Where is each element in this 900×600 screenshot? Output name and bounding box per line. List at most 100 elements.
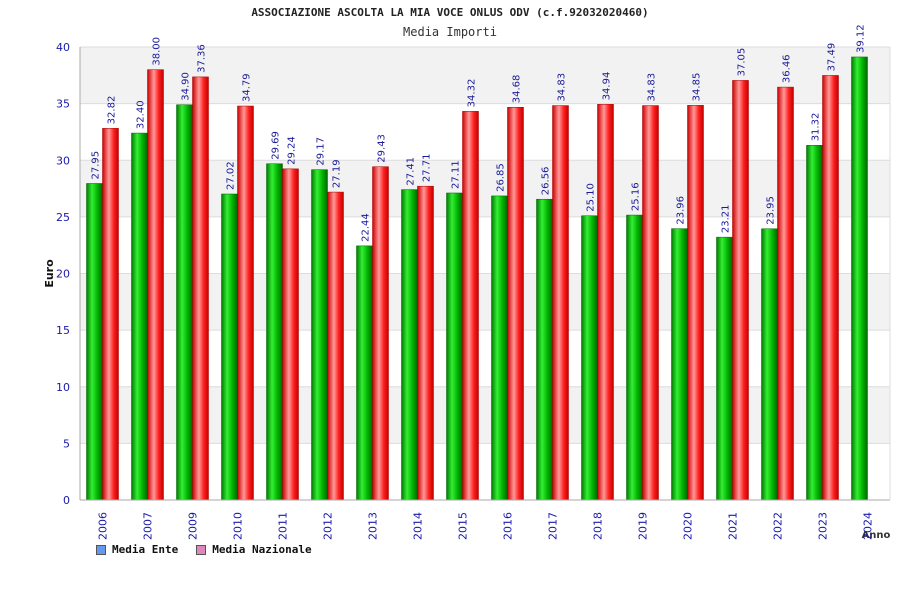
x-tick-label: 2010 — [232, 512, 245, 540]
bar-media-nazionale-2020 — [687, 105, 704, 501]
x-axis-title: Anno — [862, 530, 891, 541]
data-label: 25.16 — [631, 182, 642, 211]
x-tick-label: 2024 — [862, 512, 875, 540]
data-label: 34.79 — [242, 73, 253, 102]
x-tick-label: 2007 — [142, 512, 155, 540]
data-label: 37.36 — [197, 44, 208, 73]
bar-media-ente-2013 — [356, 245, 373, 501]
legend-label-media-nazionale: Media Nazionale — [212, 543, 312, 556]
data-label: 29.24 — [287, 136, 298, 165]
chart-title: ASSOCIAZIONE ASCOLTA LA MIA VOCE ONLUS O… — [251, 6, 649, 19]
data-label: 34.94 — [602, 72, 613, 101]
data-label: 29.17 — [316, 137, 327, 166]
bar-media-ente-2007 — [131, 132, 148, 501]
x-tick-label: 2017 — [547, 512, 560, 540]
data-label: 27.19 — [332, 159, 343, 188]
grid-band — [80, 47, 890, 104]
legend-item-media-ente: Media Ente — [96, 543, 178, 556]
y-tick-label: 25 — [56, 211, 70, 224]
data-label: 27.02 — [226, 161, 237, 190]
bar-media-nazionale-2006 — [102, 128, 119, 501]
grid-band — [80, 273, 890, 331]
bar-media-ente-2006 — [86, 183, 103, 501]
x-tick-label: 2019 — [637, 512, 650, 540]
y-tick-label: 20 — [56, 268, 70, 281]
data-label: 34.83 — [647, 73, 658, 102]
data-label: 27.95 — [91, 151, 102, 180]
grid-band — [80, 386, 890, 444]
grid-band — [80, 330, 890, 387]
x-tick-label: 2012 — [322, 512, 335, 540]
bar-media-nazionale-2015 — [462, 111, 479, 501]
bar-media-ente-2010 — [221, 193, 238, 501]
data-label: 34.83 — [557, 73, 568, 102]
data-label: 34.68 — [512, 75, 523, 104]
legend-swatch-media-nazionale — [196, 544, 207, 555]
y-tick-label: 40 — [56, 41, 70, 54]
x-tick-label: 2016 — [502, 512, 515, 540]
bar-media-ente-2022 — [761, 228, 778, 501]
bar-media-nazionale-2007 — [147, 69, 164, 501]
data-label: 23.96 — [676, 196, 687, 225]
bar-media-ente-2024 — [851, 56, 868, 501]
x-tick-label: 2023 — [817, 512, 830, 540]
data-label: 36.46 — [782, 54, 793, 83]
data-label: 27.41 — [406, 157, 417, 186]
legend-item-media-nazionale: Media Nazionale — [196, 543, 312, 556]
bar-media-nazionale-2014 — [417, 185, 434, 501]
data-label: 38.00 — [152, 37, 163, 66]
data-label: 39.12 — [856, 24, 867, 53]
bar-media-ente-2019 — [626, 214, 643, 501]
y-tick-label: 15 — [56, 324, 70, 337]
y-tick-label: 35 — [56, 98, 70, 111]
bar-media-nazionale-2012 — [327, 191, 344, 501]
bar-media-ente-2015 — [446, 192, 463, 501]
x-tick-label: 2009 — [187, 512, 200, 540]
x-tick-label: 2018 — [592, 512, 605, 540]
grid-band — [80, 216, 890, 274]
bar-media-ente-2014 — [401, 189, 418, 501]
data-label: 29.69 — [271, 131, 282, 160]
grid-band — [80, 443, 890, 500]
y-tick-label: 10 — [56, 381, 70, 394]
bar-media-nazionale-2019 — [642, 105, 659, 501]
legend-swatch-media-ente — [96, 544, 106, 555]
data-label: 34.32 — [467, 79, 478, 108]
data-label: 29.43 — [377, 134, 388, 163]
x-tick-label: 2011 — [277, 512, 290, 540]
x-tick-label: 2015 — [457, 512, 470, 540]
data-label: 23.95 — [766, 196, 777, 225]
bar-media-nazionale-2013 — [372, 166, 389, 501]
bar-media-ente-2011 — [266, 163, 283, 501]
x-tick-label: 2022 — [772, 512, 785, 540]
y-axis-title: Euro — [43, 259, 56, 288]
y-tick-label: 0 — [63, 494, 70, 507]
bar-media-nazionale-2021 — [732, 80, 749, 501]
data-label: 26.56 — [541, 167, 552, 196]
x-tick-label: 2013 — [367, 512, 380, 540]
data-label: 26.85 — [496, 163, 507, 192]
bar-media-ente-2018 — [581, 215, 598, 501]
data-label: 32.40 — [136, 100, 147, 129]
bar-media-nazionale-2011 — [282, 168, 299, 501]
data-label: 25.10 — [586, 183, 597, 212]
x-tick-label: 2021 — [727, 512, 740, 540]
bar-media-ente-2012 — [311, 169, 328, 501]
data-label: 37.05 — [737, 48, 748, 77]
bar-media-nazionale-2022 — [777, 86, 794, 501]
data-label: 37.49 — [827, 43, 838, 72]
data-label: 31.32 — [811, 113, 822, 142]
data-label: 34.90 — [181, 72, 192, 101]
data-label: 32.82 — [107, 96, 118, 125]
bar-media-nazionale-2018 — [597, 104, 614, 501]
bar-media-nazionale-2016 — [507, 106, 524, 501]
data-label: 27.71 — [422, 154, 433, 183]
bar-media-nazionale-2023 — [822, 75, 839, 501]
bar-media-nazionale-2017 — [552, 105, 569, 501]
data-label: 27.11 — [451, 160, 462, 189]
bar-media-nazionale-2010 — [237, 105, 254, 501]
grid-band — [80, 160, 890, 217]
x-tick-label: 2020 — [682, 512, 695, 540]
